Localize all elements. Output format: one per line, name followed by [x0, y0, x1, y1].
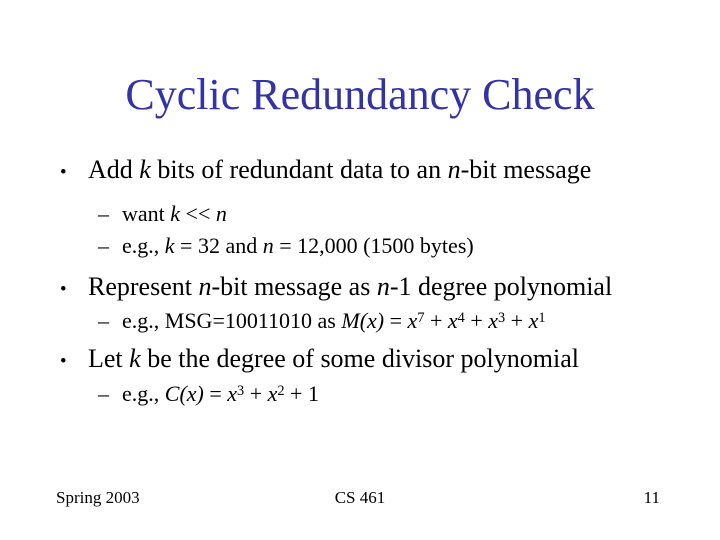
- sub-bullet-2a-text: e.g., MSG=10011010 as M(x) = x7 + x4 + x…: [122, 308, 546, 333]
- bullet-icon: •: [60, 162, 67, 183]
- footer-page-number: 11: [643, 488, 660, 507]
- sub-bullet-1a: – want k << n: [98, 201, 227, 227]
- sub-bullet-3a-text: e.g., C(x) = x3 + x2 + 1: [122, 381, 319, 406]
- sub-bullet-1b-text: e.g., k = 32 and n = 12,000 (1500 bytes): [122, 233, 474, 258]
- footer-course: CS 461: [334, 488, 386, 507]
- bullet-item-1: • Add k bits of redundant data to an n-bi…: [60, 154, 591, 185]
- sub-bullet-3a: – e.g., C(x) = x3 + x2 + 1: [98, 381, 319, 407]
- bullet-icon: •: [60, 279, 67, 300]
- page-title: Cyclic Redundancy Check: [125, 70, 595, 119]
- dash-icon: –: [98, 308, 109, 333]
- bullet-item-3: • Let k be the degree of some divisor pol…: [60, 343, 579, 374]
- footer-date: Spring 2003: [56, 488, 140, 507]
- sub-bullet-1a-text: want k << n: [122, 201, 227, 226]
- bullet-item-2: • Represent n-bit message as n-1 degree p…: [60, 271, 612, 302]
- dash-icon: –: [98, 233, 109, 258]
- bullet-2-text: Represent n-bit message as n-1 degree po…: [88, 272, 613, 301]
- sub-bullet-2a: – e.g., MSG=10011010 as M(x) = x7 + x4 + …: [98, 308, 546, 334]
- dash-icon: –: [98, 381, 109, 406]
- dash-icon: –: [98, 201, 109, 226]
- bullet-3-text: Let k be the degree of some divisor poly…: [88, 344, 579, 373]
- bullet-icon: •: [60, 351, 67, 372]
- bullet-1-text: Add k bits of redundant data to an n-bit…: [88, 155, 592, 184]
- sub-bullet-1b: – e.g., k = 32 and n = 12,000 (1500 bytes…: [98, 233, 474, 259]
